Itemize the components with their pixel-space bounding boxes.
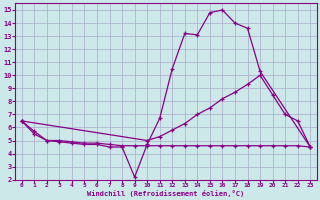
- X-axis label: Windchill (Refroidissement éolien,°C): Windchill (Refroidissement éolien,°C): [87, 190, 244, 197]
